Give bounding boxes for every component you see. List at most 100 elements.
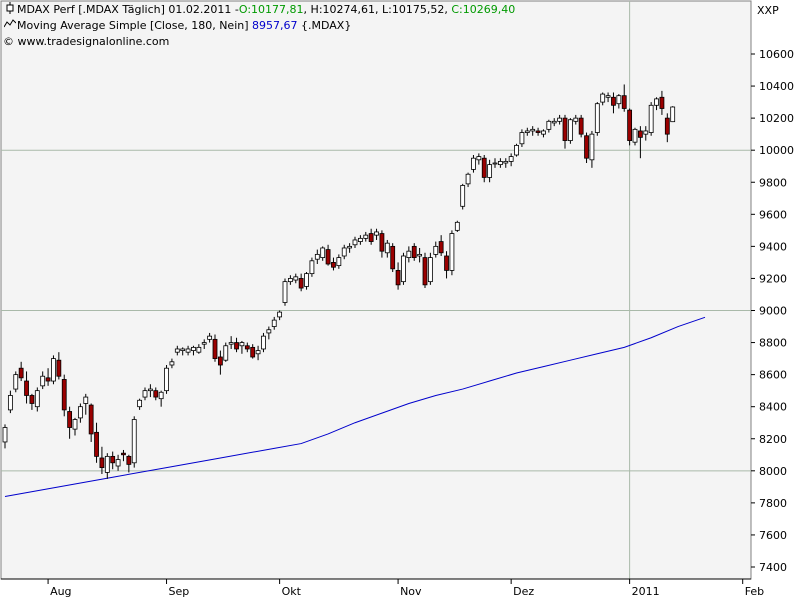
candle: [562, 114, 568, 149]
candle-body-bull: [546, 120, 552, 130]
candle-body-bull: [449, 233, 455, 271]
candle-body-bull: [519, 132, 525, 145]
candle-body-bull: [266, 329, 272, 334]
candle-body-bull: [185, 348, 191, 353]
candle-body-bull: [600, 93, 606, 103]
candle: [605, 92, 611, 103]
candle: [34, 387, 40, 412]
candlestick-icon: [3, 1, 17, 19]
candle: [7, 390, 13, 414]
candle-body-bear: [578, 117, 584, 135]
candle: [659, 90, 665, 115]
candle: [320, 246, 326, 261]
low-value: L:10175,52: [382, 3, 445, 16]
ma-source: {.MDAX}: [301, 19, 352, 32]
candle-body-bull: [374, 231, 379, 236]
candle-body-bull: [320, 247, 326, 258]
y-tick-label: 8600: [759, 369, 787, 382]
candle: [191, 345, 196, 356]
candle-body-bear: [422, 257, 428, 286]
candle-body-bear: [438, 241, 444, 254]
candle-body-bull: [605, 95, 611, 98]
candle-body-bull: [363, 234, 369, 239]
candle: [368, 228, 374, 245]
candle: [476, 153, 482, 165]
candle-body-bull: [567, 119, 573, 141]
x-tick-label: Okt: [282, 585, 302, 598]
candle-body-bear: [325, 249, 331, 265]
candle: [427, 252, 433, 285]
candle: [546, 119, 552, 133]
candle: [449, 230, 455, 276]
candle-body-bull: [594, 103, 600, 133]
candle-body-bull: [336, 257, 342, 267]
candle-body-bear: [88, 404, 94, 435]
candle: [589, 130, 595, 168]
candle-body-bear: [395, 270, 401, 286]
candle-body-bear: [24, 380, 29, 396]
moving-average-series: [4, 316, 706, 497]
y-tick-label: 8200: [759, 433, 787, 446]
candle-body-bear: [56, 359, 62, 377]
candle-body-bull: [497, 161, 503, 166]
candle: [304, 272, 309, 290]
candle: [347, 243, 353, 253]
candle: [261, 332, 266, 353]
candle: [309, 257, 315, 277]
candle: [67, 406, 73, 439]
candle-body-bear: [94, 431, 99, 457]
candle: [341, 244, 347, 260]
candle-body-bull: [589, 133, 595, 161]
candle-body-bull: [104, 455, 110, 473]
candle-body-bull: [271, 319, 277, 327]
candle: [314, 249, 320, 265]
candle-body-bear: [298, 278, 304, 289]
candle-body-bull: [261, 335, 266, 350]
candle-body-bull: [131, 419, 137, 464]
candle-body-bear: [637, 130, 643, 138]
candle: [406, 246, 412, 263]
candle-body-bull: [277, 311, 283, 318]
candle-body-bear: [584, 135, 589, 159]
candle-body-bull: [51, 358, 56, 382]
candle-body-bull: [228, 342, 234, 345]
candle: [234, 337, 239, 353]
candle: [401, 252, 406, 285]
candle-body-bull: [352, 239, 358, 246]
candle: [282, 278, 288, 306]
candle: [61, 374, 67, 417]
exchange-label: XXP: [757, 4, 779, 17]
candle-body-bull: [13, 374, 19, 390]
candle-body-bear: [411, 245, 417, 258]
candle: [374, 228, 379, 240]
y-tick-label: 7400: [759, 561, 787, 574]
x-tick-label: Aug: [50, 585, 71, 598]
candle: [126, 454, 132, 473]
candle-body-bull: [406, 250, 412, 258]
candle: [169, 358, 175, 369]
candle: [153, 387, 159, 401]
candle: [411, 243, 417, 261]
candle-body-bear: [234, 342, 239, 350]
candle: [174, 345, 180, 356]
candle: [293, 273, 299, 284]
ma-line: [4, 316, 706, 497]
candle: [29, 393, 35, 410]
candle: [121, 449, 126, 462]
line-wave-icon: [3, 18, 17, 34]
axes: 7400 7600 7800 8000 8200 8400 8600 8800 9000 9200…: [1, 48, 794, 598]
candle-body-bear: [99, 457, 105, 469]
candle: [611, 92, 616, 114]
candle-body-bear: [61, 379, 67, 411]
y-tick-label: 8800: [759, 337, 787, 350]
candle-body-bear: [250, 346, 256, 358]
candle-body-bull: [541, 130, 546, 135]
candle-body-bear: [444, 255, 449, 271]
candle: [137, 398, 143, 410]
candle: [228, 336, 234, 349]
y-tick-label: 8000: [759, 465, 787, 478]
candle-body-bear: [659, 96, 665, 109]
y-tick-label: 9600: [759, 208, 787, 221]
candle: [239, 340, 245, 354]
candle: [492, 158, 498, 168]
